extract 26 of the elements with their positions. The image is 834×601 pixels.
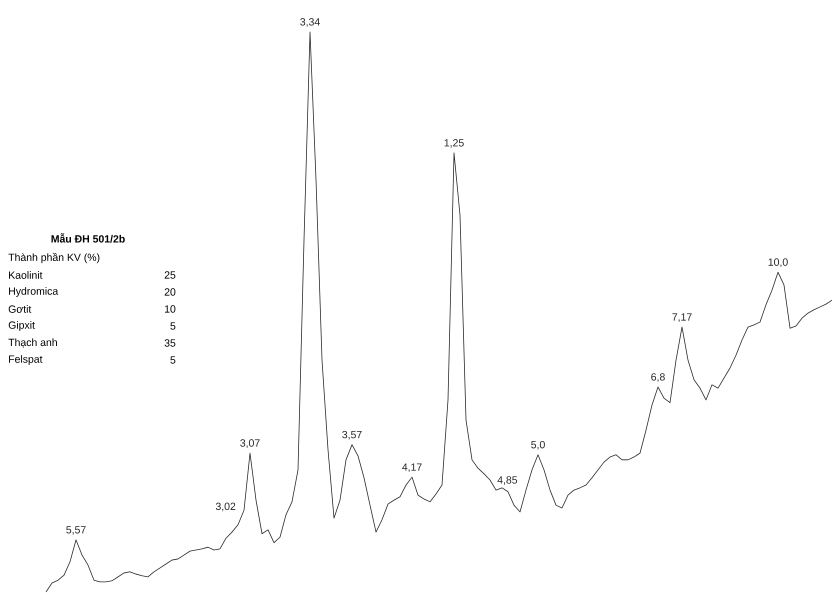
- annotation: 4,17: [402, 463, 422, 472]
- annotation: 5: [170, 356, 176, 364]
- text: Kaolinit: [9, 271, 42, 279]
- annotation: 25: [164, 271, 176, 279]
- annotation: 5: [170, 322, 176, 330]
- annotation: 6,8: [651, 373, 665, 382]
- annotation: 1,25: [444, 139, 464, 148]
- annotation: 3,07: [240, 439, 260, 448]
- annotation: 5,0: [531, 440, 545, 450]
- annotation: 7,17: [672, 313, 692, 322]
- annotation: 3,34: [300, 18, 320, 27]
- annotation: Thạch anh: [8, 338, 57, 348]
- annotation: 3,57: [342, 430, 362, 440]
- text: Felspat: [9, 355, 42, 365]
- annotation: Thành phần KV (%): [8, 252, 100, 264]
- text: Gơtit: [8, 305, 32, 313]
- annotation: 4,85: [497, 476, 518, 485]
- annotation: 10: [164, 305, 176, 313]
- text: Gipxit: [8, 321, 35, 331]
- annotation: 10,0: [768, 258, 788, 268]
- annotation: Hydromica: [9, 287, 58, 297]
- annotation: 5,57: [66, 526, 86, 535]
- annotation: 3,02: [216, 502, 236, 512]
- text: Mẫu ĐH 501/2b: [52, 233, 125, 243]
- annotation: 20: [164, 288, 176, 296]
- annotation: 35: [164, 339, 176, 347]
